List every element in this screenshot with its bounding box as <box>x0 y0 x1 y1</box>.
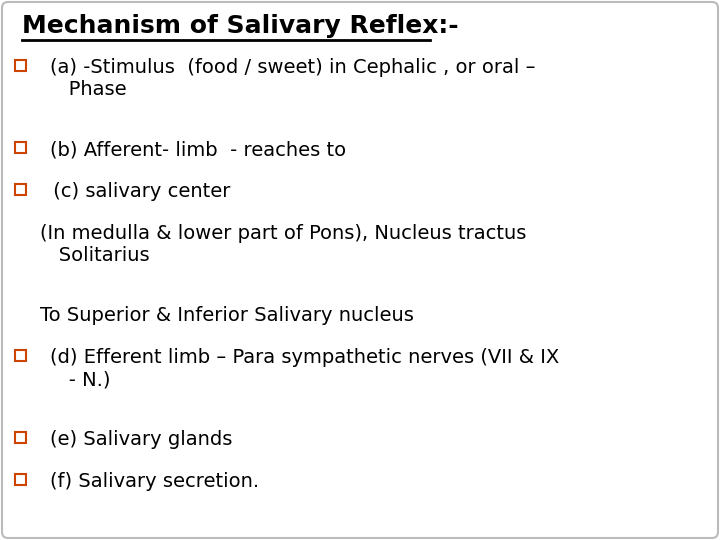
Text: (b) Afferent- limb  - reaches to: (b) Afferent- limb - reaches to <box>50 140 346 159</box>
FancyBboxPatch shape <box>15 184 26 194</box>
Text: (c) salivary center: (c) salivary center <box>47 182 230 201</box>
Text: (In medulla & lower part of Pons), Nucleus tractus
   Solitarius: (In medulla & lower part of Pons), Nucle… <box>40 224 526 265</box>
Text: (f) Salivary secretion.: (f) Salivary secretion. <box>50 472 259 491</box>
Text: (e) Salivary glands: (e) Salivary glands <box>50 430 233 449</box>
Text: (a) -Stimulus  (food / sweet) in Cephalic , or oral –
   Phase: (a) -Stimulus (food / sweet) in Cephalic… <box>50 58 536 99</box>
FancyBboxPatch shape <box>15 431 26 442</box>
Text: (d) Efferent limb – Para sympathetic nerves (VII & IX
   - N.): (d) Efferent limb – Para sympathetic ner… <box>50 348 559 389</box>
FancyBboxPatch shape <box>15 474 26 484</box>
FancyBboxPatch shape <box>15 141 26 152</box>
FancyBboxPatch shape <box>15 59 26 71</box>
Text: To Superior & Inferior Salivary nucleus: To Superior & Inferior Salivary nucleus <box>40 306 413 325</box>
Text: Mechanism of Salivary Reflex:-: Mechanism of Salivary Reflex:- <box>22 14 459 38</box>
FancyBboxPatch shape <box>15 349 26 361</box>
